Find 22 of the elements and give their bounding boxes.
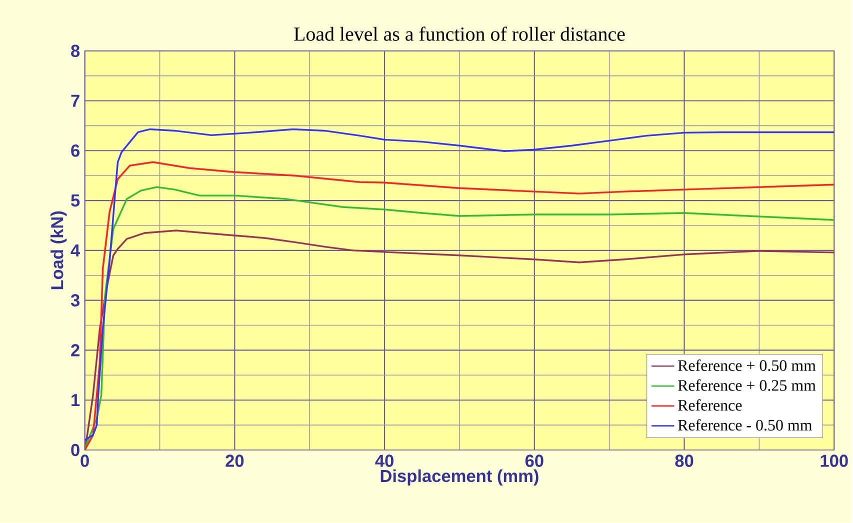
legend-label: Reference - 0.50 mm xyxy=(678,419,812,431)
chart-title: Load level as a function of roller distance xyxy=(294,26,625,41)
x-tick-label: 40 xyxy=(375,454,394,468)
y-tick-label: 2 xyxy=(71,344,80,356)
y-tick-label: 6 xyxy=(71,144,80,157)
y-tick-label: 3 xyxy=(70,294,80,307)
x-tick-label: 0 xyxy=(80,454,89,468)
y-tick-label: 8 xyxy=(71,44,80,58)
legend-label: Reference xyxy=(678,399,742,411)
x-tick-label: 100 xyxy=(820,454,848,468)
y-tick-label: 7 xyxy=(71,94,80,107)
y-tick-label: 4 xyxy=(70,244,80,256)
y-tick-label: 0 xyxy=(71,444,80,456)
legend-label: Reference + 0.50 mm xyxy=(678,360,816,372)
y-tick-label: 1 xyxy=(72,394,80,406)
x-tick-label: 60 xyxy=(525,454,544,468)
x-tick-label: 20 xyxy=(226,454,244,468)
legend-label: Reference + 0.25 mm xyxy=(678,379,816,391)
y-tick-label: 5 xyxy=(71,194,80,207)
y-axis-title: Load (kN) xyxy=(50,212,67,290)
x-tick-label: 80 xyxy=(675,454,694,468)
x-axis-title: Displacement (mm) xyxy=(380,469,538,486)
